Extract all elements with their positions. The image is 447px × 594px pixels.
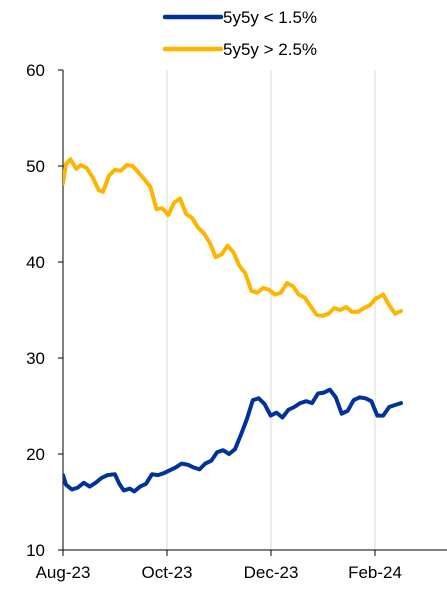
series-lines	[63, 157, 403, 494]
legend: 5y5y < 1.5% 5y5y > 2.5%	[162, 8, 317, 59]
legend-label: 5y5y < 1.5%	[223, 8, 317, 27]
legend-label: 5y5y > 2.5%	[223, 40, 317, 59]
x-tick-label: Oct-23	[141, 563, 192, 582]
y-tick-label: 10	[26, 541, 45, 560]
y-tick-label: 50	[26, 157, 45, 176]
x-tick-label: Dec-23	[244, 563, 299, 582]
y-tick-label: 20	[26, 445, 45, 464]
x-tick-label: Feb-24	[348, 563, 402, 582]
axes: 10 20 30 40 50 60 Aug-23 Oct-23 Dec-23 Feb-24	[26, 61, 447, 582]
y-tick-label: 30	[26, 349, 45, 368]
series-line-above-2-5	[63, 157, 403, 318]
y-tick-label: 40	[26, 253, 45, 272]
x-tick-label: Aug-23	[36, 563, 91, 582]
series-line-below-1-5	[63, 387, 403, 494]
y-tick-label: 60	[26, 61, 45, 80]
